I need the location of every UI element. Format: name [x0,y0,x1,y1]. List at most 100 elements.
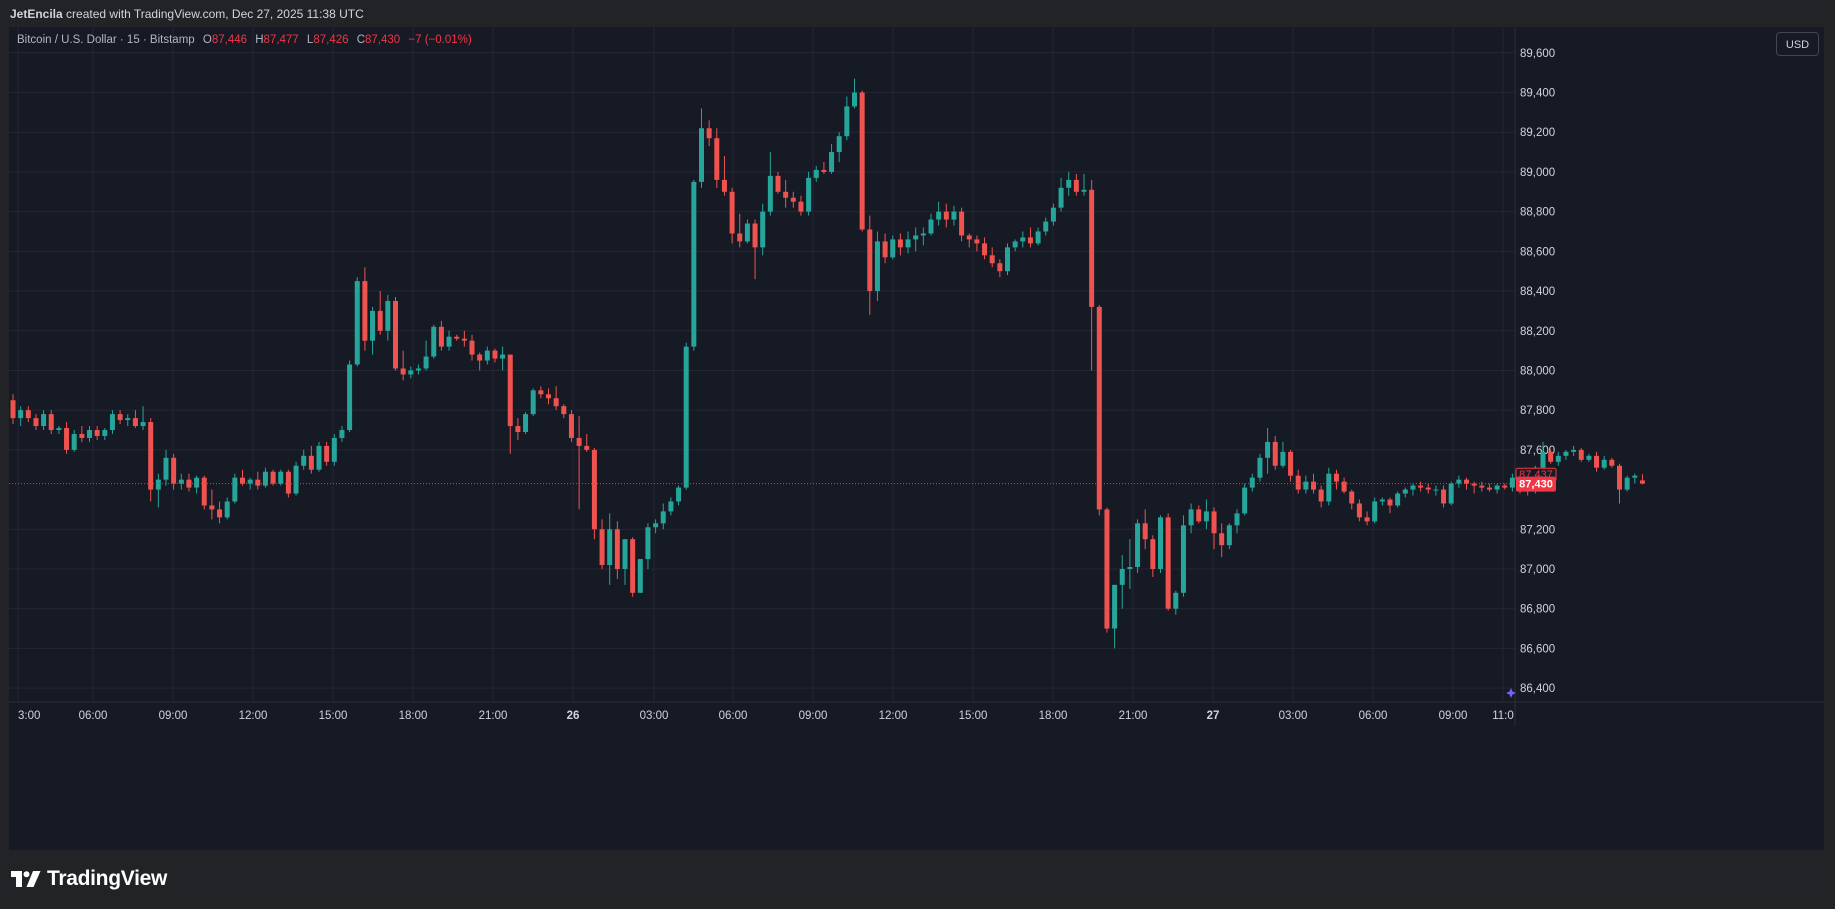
candle[interactable] [1318,485,1324,508]
candle[interactable] [278,469,284,486]
candle[interactable] [568,410,574,442]
candle[interactable] [920,227,926,246]
candle[interactable] [393,297,398,371]
candle[interactable] [775,171,781,194]
candle[interactable] [1601,455,1607,470]
candle[interactable] [446,330,452,351]
candle[interactable] [1066,171,1072,196]
candle[interactable] [599,519,605,569]
candle[interactable] [1333,469,1339,490]
candle[interactable] [1609,457,1615,468]
candle[interactable] [783,179,789,208]
candle[interactable] [163,449,169,486]
candle[interactable] [1119,555,1125,609]
candle[interactable] [683,342,689,490]
candle[interactable] [1441,485,1447,508]
candle[interactable] [974,235,980,252]
candle[interactable] [324,441,330,466]
candle[interactable] [538,386,544,399]
candle[interactable] [25,406,31,423]
candle[interactable] [1089,179,1095,371]
candle[interactable] [41,410,47,431]
candle[interactable] [928,213,934,236]
candle[interactable] [232,473,238,504]
candle[interactable] [1563,449,1569,460]
candle[interactable] [576,416,582,510]
candle[interactable] [18,406,24,427]
candle[interactable] [87,426,92,442]
candle[interactable] [1165,513,1171,611]
currency-button[interactable]: USD [1776,32,1819,56]
candle[interactable] [377,291,383,335]
candle[interactable] [1012,239,1018,252]
candle[interactable] [270,469,276,486]
candle[interactable] [1081,173,1087,196]
candle[interactable] [630,537,636,597]
candle[interactable] [262,467,268,488]
candle[interactable] [492,348,498,363]
candle[interactable] [1486,483,1492,492]
candle[interactable] [477,352,483,371]
candle[interactable] [767,152,773,216]
candle[interactable] [1578,447,1584,462]
candle[interactable] [1418,481,1424,492]
candle[interactable] [1639,474,1645,485]
candle[interactable] [844,96,850,141]
candle[interactable] [1571,445,1577,456]
candle[interactable] [10,394,16,425]
candle[interactable] [1586,453,1592,462]
candle[interactable] [546,388,551,405]
candle[interactable] [622,539,628,585]
candle[interactable] [721,156,727,196]
candle[interactable] [438,320,444,351]
candle[interactable] [1219,523,1225,558]
candle[interactable] [1112,584,1118,649]
candle[interactable] [71,430,77,452]
candle[interactable] [561,404,567,419]
candle[interactable] [897,233,903,256]
candle[interactable] [676,485,682,506]
candle[interactable] [1464,477,1469,490]
candle[interactable] [354,277,360,367]
candle[interactable] [859,90,865,232]
candle[interactable] [1173,590,1179,615]
candle[interactable] [148,418,154,502]
candle[interactable] [1372,497,1378,524]
candle[interactable] [1288,449,1294,482]
candle[interactable] [102,428,108,440]
candle[interactable] [461,330,467,347]
candle[interactable] [1326,467,1332,506]
candle[interactable] [1594,451,1600,472]
candle[interactable] [201,475,207,510]
candle[interactable] [668,497,674,516]
candle[interactable] [752,219,758,280]
candle[interactable] [737,213,743,248]
candle[interactable] [132,410,138,429]
candle[interactable] [247,477,253,490]
candle[interactable] [1096,304,1102,516]
candle[interactable] [500,346,506,371]
candle[interactable] [431,324,437,359]
candle[interactable] [408,366,414,379]
candle[interactable] [301,449,307,470]
candle[interactable] [1150,535,1156,577]
candle[interactable] [1005,243,1010,276]
candle[interactable] [1433,485,1439,496]
candle[interactable] [1158,515,1163,573]
candle[interactable] [1265,428,1271,474]
candle[interactable] [293,461,299,496]
candle[interactable] [1364,511,1370,526]
candle[interactable] [806,171,812,216]
candle[interactable] [653,519,659,534]
candle[interactable] [1104,507,1110,633]
candle[interactable] [607,513,613,585]
candle[interactable] [1548,449,1554,464]
candle[interactable] [1272,435,1278,470]
candle[interactable] [400,350,406,381]
candle[interactable] [1234,509,1240,534]
candle[interactable] [744,219,750,244]
candle[interactable] [660,503,666,530]
candle[interactable] [645,523,651,569]
candle[interactable] [308,445,314,474]
candle[interactable] [584,433,590,452]
